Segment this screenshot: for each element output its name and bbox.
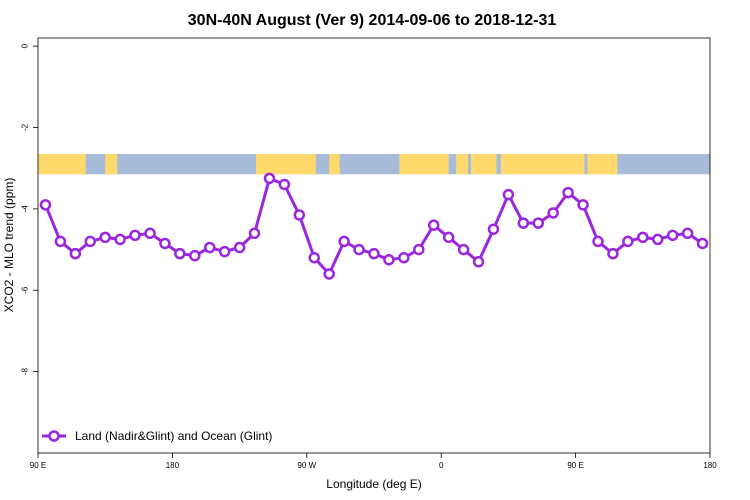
x-tick-label: 90 E xyxy=(30,461,46,470)
x-tick-label: 180 xyxy=(166,461,180,470)
data-point xyxy=(263,172,276,185)
data-point xyxy=(129,229,141,242)
y-axis-label: XCO2 - MLO trend (ppm) xyxy=(2,178,16,313)
data-point xyxy=(517,217,530,229)
data-point xyxy=(323,268,335,280)
y-tick-label: -2 xyxy=(21,123,30,131)
data-point xyxy=(562,186,574,199)
data-point xyxy=(218,245,231,258)
chart-title: 30N-40N August (Ver 9) 2014-09-06 to 201… xyxy=(188,12,557,29)
data-point xyxy=(233,241,246,254)
x-tick-label: 180 xyxy=(703,461,717,470)
x-tick-label: 0 xyxy=(439,461,444,470)
data-point xyxy=(502,188,515,201)
y-tick-label: 0 xyxy=(21,43,30,48)
data-point xyxy=(457,243,470,256)
data-point xyxy=(487,223,500,235)
x-axis-label: Longitude (deg E) xyxy=(326,477,421,491)
data-point xyxy=(398,251,410,264)
y-tick-label: -4 xyxy=(21,205,30,213)
data-point xyxy=(69,247,82,260)
data-point xyxy=(54,235,67,248)
data-point xyxy=(637,231,649,244)
data-point xyxy=(413,243,425,256)
data-point xyxy=(278,178,291,191)
plot-frame xyxy=(37,37,711,454)
data-point xyxy=(353,243,365,256)
data-point xyxy=(159,237,171,250)
data-point xyxy=(666,229,679,242)
x-axis: 90 E 180 90 W 0 90 E 180 xyxy=(30,453,717,470)
data-point xyxy=(248,227,261,240)
data-point xyxy=(174,247,186,260)
land-region xyxy=(500,153,585,175)
land-region xyxy=(471,153,497,175)
land-region xyxy=(256,153,316,175)
data-point xyxy=(338,235,350,248)
data-point xyxy=(547,207,559,219)
data-point xyxy=(442,231,455,244)
data-point xyxy=(293,209,306,221)
land-region xyxy=(105,153,118,175)
data-point xyxy=(114,233,126,246)
land-region xyxy=(587,153,618,175)
data-point xyxy=(651,233,664,246)
legend-marker xyxy=(48,430,60,442)
data-point xyxy=(144,227,156,240)
map-strip xyxy=(38,153,710,175)
x-tick-label: 90 E xyxy=(567,461,583,470)
data-point xyxy=(383,253,395,266)
data-point xyxy=(622,235,634,248)
y-tick-label: -8 xyxy=(21,368,30,376)
data-point xyxy=(696,237,709,250)
data-point xyxy=(189,249,201,262)
data-point xyxy=(84,235,97,248)
series-line xyxy=(44,176,704,276)
y-tick-label: -6 xyxy=(21,286,30,294)
land-region xyxy=(38,153,86,175)
data-point xyxy=(607,247,619,260)
data-point xyxy=(308,251,321,264)
data-point xyxy=(472,256,485,268)
data-point xyxy=(592,235,604,248)
data-point xyxy=(368,247,380,260)
legend-label: Land (Nadir&Glint) and Ocean (Glint) xyxy=(75,429,272,443)
data-point xyxy=(427,219,440,231)
data-point xyxy=(39,199,52,211)
land-region xyxy=(456,153,469,175)
legend: Land (Nadir&Glint) and Ocean (Glint) xyxy=(42,429,272,443)
x-tick-label: 90 W xyxy=(297,461,316,470)
data-point xyxy=(577,199,589,211)
series-layer xyxy=(39,172,709,280)
land-region xyxy=(329,153,340,175)
data-point xyxy=(532,217,545,229)
data-point xyxy=(681,227,694,240)
y-axis: 0 -2 -4 -6 -8 xyxy=(21,43,38,376)
data-point xyxy=(203,241,216,254)
data-point xyxy=(99,231,111,244)
land-region xyxy=(399,153,449,175)
